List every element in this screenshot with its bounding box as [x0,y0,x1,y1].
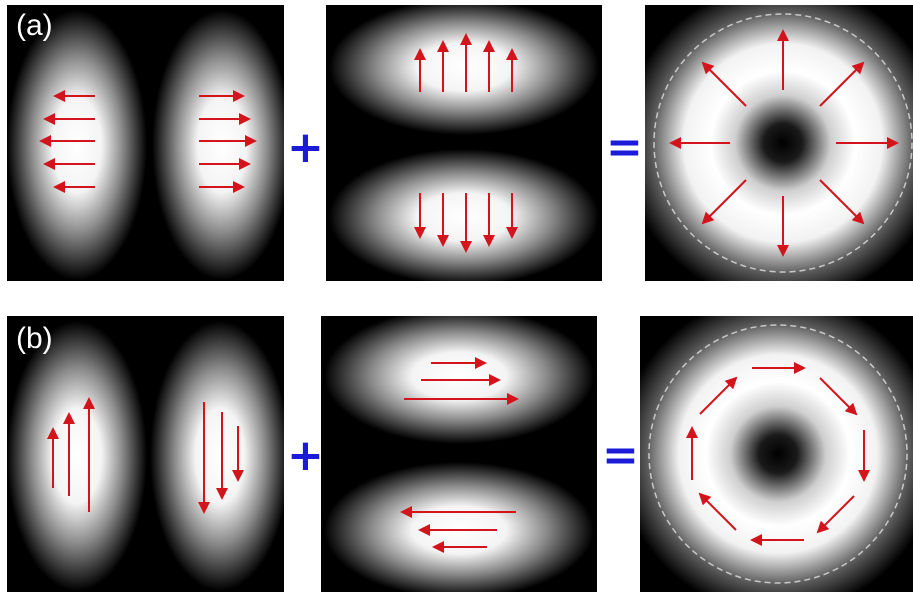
mode-image-a3 [645,5,913,281]
intensity-lobe-left [7,10,147,280]
donut-intensity [640,316,913,592]
field-arrow [699,376,738,415]
intensity-lobe-top [329,5,599,135]
intensity-lobe-right [150,321,284,591]
equals-operator-b: = [602,430,639,481]
equals-operator-a: = [606,122,643,173]
row-label-a: (a) [16,9,53,42]
panel-a-result-mode [645,5,913,281]
dashed-ring-guide [648,324,908,584]
field-arrow [819,377,858,416]
field-arrow [819,61,865,107]
mode-image-a2 [326,5,602,281]
intensity-lobe-bottom [329,149,599,281]
field-arrow [701,179,747,225]
mode-image-a1 [7,5,284,281]
intensity-lobe-left [7,321,147,591]
dashed-ring-guide [653,13,913,273]
panel-b-middle-mode [321,316,597,592]
field-arrow [816,495,855,534]
panel-b-left-mode: (b) [7,316,284,592]
plus-operator-a: + [287,122,324,173]
intensity-lobe-right [152,10,284,280]
field-arrow [701,61,747,107]
intensity-lobe-bottom [324,462,594,592]
mode-image-b3 [640,316,913,592]
panel-a-left-mode: (a) [7,5,284,281]
field-arrow [698,492,737,531]
mode-image-b1 [7,316,284,592]
row-label-b: (b) [16,322,53,355]
panel-b-result-mode [640,316,913,592]
mode-image-b2 [321,316,597,592]
plus-operator-b: + [287,430,324,481]
field-arrow [819,179,865,225]
panel-a-middle-mode [326,5,602,281]
